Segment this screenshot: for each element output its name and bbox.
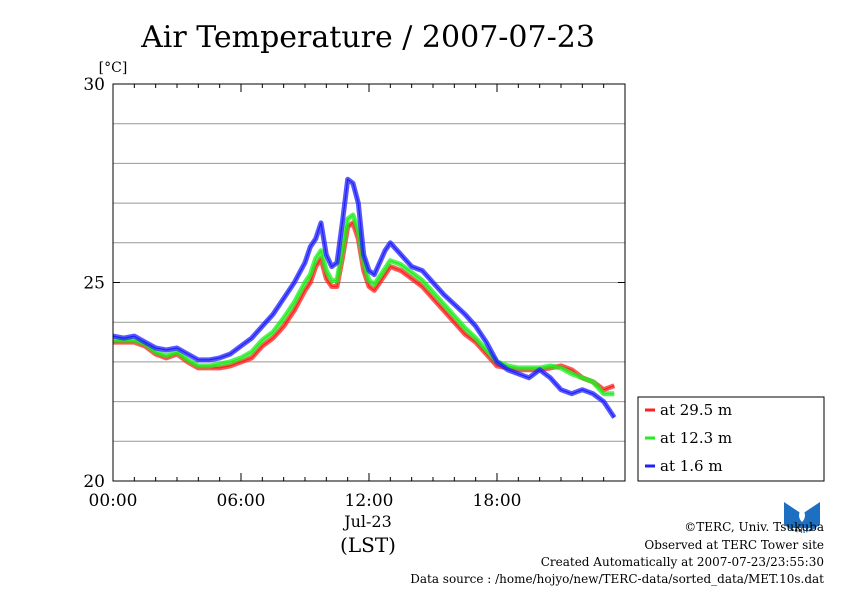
x-tick-label: 06:00 [217, 491, 266, 511]
chart-title: Air Temperature / 2007-07-23 [140, 20, 595, 55]
x-tick-label: 00:00 [89, 491, 138, 511]
series-layer [112, 176, 617, 419]
legend-label: at 12.3 m [660, 429, 732, 447]
legend-label: at 1.6 m [660, 457, 723, 475]
footer-source: Data source : /home/hojyo/new/TERC-data/… [410, 572, 824, 586]
series-line-core-1 [113, 214, 615, 395]
y-tick-label: 25 [83, 274, 105, 294]
y-tick-label: 30 [83, 75, 105, 95]
logo-text: TERC [792, 527, 812, 535]
x-tick-label: 18:00 [473, 491, 522, 511]
x-tick-label: 12:00 [345, 491, 394, 511]
y-tick-label: 20 [83, 472, 105, 492]
y-axis-label: [°C] [99, 60, 128, 76]
x-axis-label: (LST) [340, 533, 396, 557]
legend-label: at 29.5 m [660, 401, 732, 419]
water-drop-icon [799, 508, 805, 522]
terc-logo: TERC [784, 502, 820, 535]
footer-created: Created Automatically at 2007-07-23/23:5… [540, 555, 824, 569]
footer-copyright: ©TERC, Univ. Tsukuba [684, 520, 824, 534]
x-date-label: Jul-23 [342, 512, 392, 531]
axis-ticks: 20 25 30 00:00 06:00 12:00 18:00 [83, 75, 625, 511]
series-line-core-2 [112, 178, 615, 418]
footer-observed: Observed at TERC Tower site [644, 538, 824, 552]
series-line-2 [112, 176, 617, 419]
legend-box: at 29.5 m at 12.3 m at 1.6 m [637, 396, 825, 482]
